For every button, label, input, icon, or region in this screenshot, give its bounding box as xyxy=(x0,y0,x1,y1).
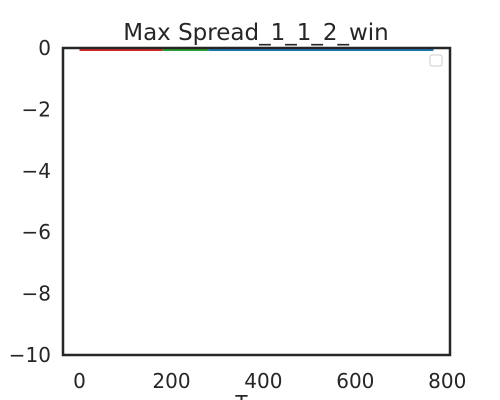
y-tick-label: −10 xyxy=(9,343,51,367)
y-axis: 0 −2 −4 −6 −8 −10 xyxy=(9,36,51,367)
x-tick-label: 200 xyxy=(152,369,190,393)
y-tick-label: −2 xyxy=(22,97,51,121)
x-axis-label: T xyxy=(234,391,248,400)
y-tick-label: −6 xyxy=(22,220,51,244)
x-tick-label: 600 xyxy=(336,369,374,393)
y-tick-label: −4 xyxy=(22,159,51,183)
x-axis: 0 200 400 600 800 xyxy=(73,369,466,393)
x-tick-label: 0 xyxy=(73,369,86,393)
y-tick-label: 0 xyxy=(38,36,51,60)
x-tick-label: 400 xyxy=(244,369,282,393)
plot-frame xyxy=(61,46,452,357)
chart-title: Max Spread_1_1_2_win xyxy=(123,20,389,46)
x-tick-label: 800 xyxy=(428,369,466,393)
legend-box xyxy=(429,54,443,67)
y-tick-label: −8 xyxy=(22,282,51,306)
